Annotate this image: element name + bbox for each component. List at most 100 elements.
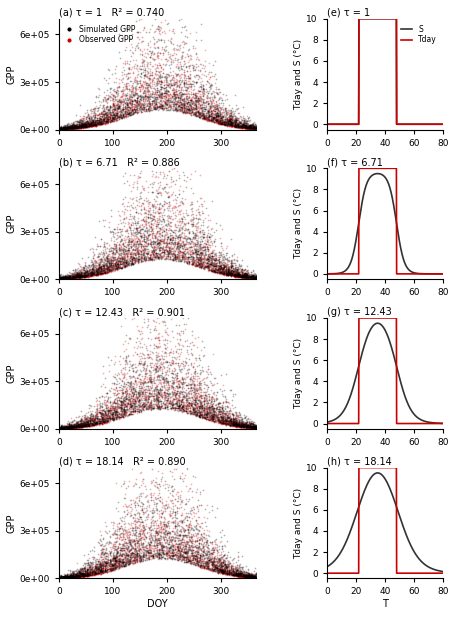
- Point: [89, 552, 97, 562]
- Point: [122, 69, 129, 79]
- Point: [97, 417, 104, 427]
- Point: [202, 261, 209, 271]
- Point: [148, 505, 156, 515]
- Point: [244, 421, 252, 431]
- Point: [248, 422, 255, 432]
- Point: [175, 401, 182, 411]
- Point: [146, 545, 153, 555]
- Point: [244, 115, 251, 125]
- Point: [83, 121, 90, 131]
- Point: [130, 104, 137, 114]
- Point: [158, 508, 165, 518]
- Point: [75, 269, 83, 279]
- Point: [230, 121, 238, 131]
- Point: [69, 123, 77, 133]
- Point: [140, 251, 147, 261]
- Point: [128, 97, 135, 107]
- Point: [108, 409, 115, 419]
- Point: [235, 568, 242, 578]
- Point: [64, 423, 71, 433]
- Point: [153, 541, 161, 550]
- Point: [233, 269, 240, 279]
- Point: [198, 109, 205, 119]
- Point: [244, 422, 251, 432]
- Point: [238, 568, 245, 578]
- Point: [61, 272, 69, 282]
- Point: [68, 423, 75, 433]
- Point: [63, 273, 70, 283]
- Point: [75, 267, 82, 277]
- Point: [122, 103, 129, 113]
- Point: [224, 119, 231, 129]
- Point: [128, 315, 135, 325]
- Point: [198, 263, 206, 273]
- Point: [228, 270, 235, 280]
- Point: [172, 86, 179, 96]
- Point: [164, 460, 171, 470]
- Point: [179, 95, 186, 104]
- Point: [78, 569, 86, 578]
- Point: [144, 198, 151, 208]
- Point: [202, 537, 210, 547]
- Point: [174, 310, 181, 320]
- Point: [189, 43, 197, 53]
- Point: [98, 117, 106, 127]
- Point: [167, 399, 174, 409]
- Point: [181, 539, 188, 549]
- Point: [136, 354, 143, 364]
- Point: [144, 238, 152, 248]
- Point: [184, 239, 191, 249]
- Point: [119, 546, 126, 556]
- Point: [90, 415, 97, 425]
- Point: [83, 418, 90, 428]
- Point: [138, 240, 146, 250]
- Point: [74, 421, 82, 431]
- Point: [72, 123, 79, 132]
- Point: [237, 414, 244, 424]
- Point: [252, 422, 259, 432]
- Point: [251, 572, 258, 582]
- Point: [58, 572, 65, 582]
- Point: [126, 110, 133, 120]
- Point: [136, 160, 143, 170]
- Point: [247, 572, 254, 582]
- Point: [227, 118, 235, 128]
- Point: [250, 123, 258, 132]
- Point: [87, 570, 94, 580]
- Point: [89, 118, 96, 128]
- Point: [228, 569, 235, 579]
- Point: [202, 552, 209, 562]
- Point: [98, 269, 105, 279]
- Point: [82, 571, 89, 581]
- Point: [111, 94, 118, 104]
- Point: [229, 418, 236, 428]
- Point: [127, 259, 134, 269]
- Point: [197, 252, 204, 262]
- Point: [216, 104, 224, 114]
- Point: [230, 420, 237, 430]
- Point: [118, 89, 125, 99]
- Point: [153, 389, 161, 399]
- Point: [178, 537, 185, 547]
- Point: [106, 563, 114, 573]
- Point: [101, 557, 109, 567]
- Point: [62, 272, 69, 282]
- Point: [70, 572, 77, 582]
- Point: [133, 72, 140, 82]
- Point: [163, 234, 170, 244]
- Point: [238, 272, 245, 282]
- Point: [249, 572, 257, 582]
- Point: [124, 248, 131, 258]
- Point: [174, 92, 181, 102]
- Point: [182, 238, 189, 248]
- Point: [228, 269, 235, 279]
- Point: [213, 564, 220, 573]
- Point: [98, 415, 106, 425]
- Point: [156, 481, 163, 491]
- Point: [120, 557, 127, 567]
- Point: [142, 401, 149, 411]
- Point: [145, 500, 152, 510]
- Point: [94, 104, 101, 114]
- Point: [230, 267, 237, 277]
- Point: [228, 268, 235, 278]
